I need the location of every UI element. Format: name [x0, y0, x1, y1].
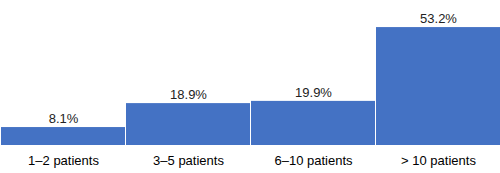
svg-text:8.1%: 8.1%: [49, 111, 79, 126]
svg-text:1–2 patients: 1–2 patients: [28, 153, 99, 168]
svg-text:3–5 patients: 3–5 patients: [153, 153, 224, 168]
svg-text:53.2%: 53.2%: [420, 11, 457, 26]
svg-text:19.9%: 19.9%: [295, 85, 332, 100]
svg-text:18.9%: 18.9%: [170, 87, 207, 102]
svg-text:6–10 patients: 6–10 patients: [274, 153, 353, 168]
svg-text:> 10 patients: > 10 patients: [401, 153, 476, 168]
